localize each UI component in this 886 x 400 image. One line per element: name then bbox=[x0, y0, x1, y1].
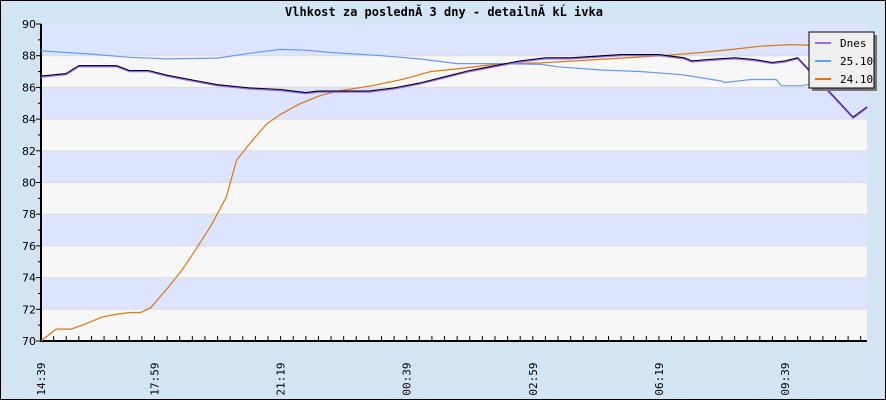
grid-band bbox=[41, 309, 867, 341]
y-tick-label: 84 bbox=[22, 113, 36, 126]
grid-band bbox=[41, 277, 867, 310]
legend-label: 24.10 bbox=[840, 73, 873, 86]
y-tick-label: 90 bbox=[22, 18, 36, 31]
x-tick-label: 21:19 bbox=[275, 362, 288, 395]
series-line-dnes bbox=[40, 55, 868, 120]
y-tick-label: 82 bbox=[22, 145, 36, 158]
y-tick-label: 78 bbox=[22, 208, 36, 221]
grid-band bbox=[41, 55, 867, 88]
grid-band bbox=[41, 119, 867, 151]
series-line-24-10 bbox=[40, 43, 867, 342]
grid-band bbox=[41, 87, 867, 120]
x-tick-label: 02:59 bbox=[527, 362, 540, 395]
legend-label: Dnes bbox=[840, 37, 867, 50]
y-tick-label: 74 bbox=[22, 272, 36, 285]
x-tick-label: 00:39 bbox=[401, 362, 414, 395]
grid-band bbox=[41, 182, 867, 215]
series-shadow-dnes bbox=[40, 54, 868, 119]
legend-label: 25.10 bbox=[840, 55, 873, 68]
y-tick-label: 76 bbox=[22, 240, 36, 253]
series-line-25-10 bbox=[40, 48, 868, 87]
y-tick-label: 88 bbox=[22, 50, 36, 63]
y-tick-label: 72 bbox=[22, 303, 36, 316]
grid-band bbox=[41, 245, 867, 278]
grid-band bbox=[41, 214, 867, 246]
x-tick-label: 14:39 bbox=[35, 362, 48, 395]
chart-title: Vlhkost za poslednĂ­ 3 dny - detailnĂ­ k… bbox=[285, 5, 603, 19]
y-tick-label: 80 bbox=[22, 177, 36, 190]
grid-band bbox=[41, 24, 867, 56]
y-tick-label: 70 bbox=[22, 335, 36, 348]
grid-band bbox=[41, 150, 867, 183]
x-tick-label: 06:19 bbox=[653, 362, 666, 395]
x-tick-label: 09:39 bbox=[779, 362, 792, 395]
y-tick-label: 86 bbox=[22, 81, 36, 94]
x-tick-label: 17:59 bbox=[148, 362, 161, 395]
